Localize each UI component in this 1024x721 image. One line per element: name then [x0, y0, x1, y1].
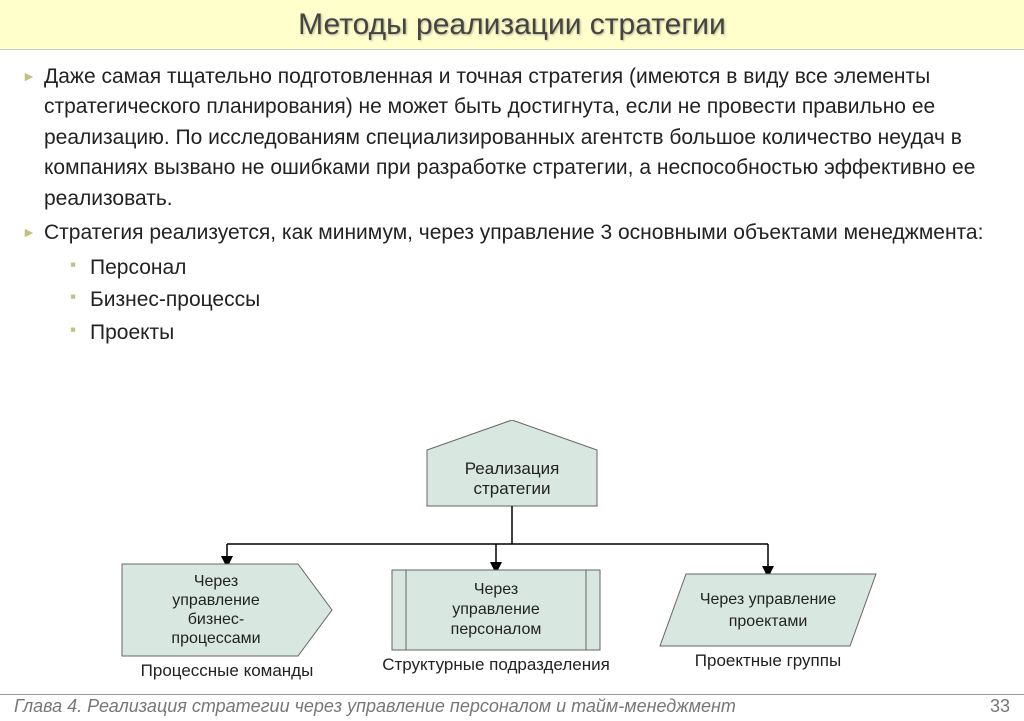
bullet-item: Стратегия реализуется, как минимум, чере… — [22, 218, 1002, 348]
svg-text:процессами: процессами — [171, 630, 260, 647]
svg-text:Реализация: Реализация — [465, 459, 560, 478]
sub-bullet-item: Персонал — [44, 253, 1002, 283]
svg-text:Через: Через — [474, 581, 518, 598]
title-bar: Методы реализации стратегии — [0, 0, 1024, 50]
strategy-diagram: Реализациястратегии Через управление бизнес… — [0, 420, 1024, 680]
main-bullet-list: Даже самая тщательно подготовленная и то… — [22, 62, 1002, 348]
svg-text:стратегии: стратегии — [473, 479, 550, 498]
svg-text:Структурные подразделения: Структурные подразделения — [382, 655, 610, 674]
sub-bullet-item: Проекты — [44, 318, 1002, 348]
svg-text:Через: Через — [194, 573, 238, 590]
svg-text:Процессные команды: Процессные команды — [141, 661, 314, 680]
content-area: Даже самая тщательно подготовленная и то… — [0, 50, 1024, 348]
svg-text:управление: управление — [172, 592, 260, 609]
bullet-text: Стратегия реализуется, как минимум, чере… — [44, 221, 983, 244]
svg-text:проектами: проектами — [729, 613, 808, 630]
bullet-text: Даже самая тщательно подготовленная и то… — [44, 65, 975, 210]
footer: Глава 4. Реализация стратегии через упра… — [0, 694, 1024, 721]
svg-text:персоналом: персоналом — [451, 621, 542, 638]
svg-text:бизнес-: бизнес- — [188, 611, 245, 628]
svg-text:Проектные группы: Проектные группы — [695, 651, 841, 670]
footer-page: 33 — [990, 696, 1010, 717]
page-title: Методы реализации стратегии — [298, 8, 726, 42]
svg-text:Через управление: Через управление — [700, 591, 836, 608]
svg-text:управление: управление — [452, 601, 540, 618]
sub-bullet-item: Бизнес-процессы — [44, 285, 1002, 315]
sub-bullet-list: Персонал Бизнес-процессы Проекты — [44, 253, 1002, 348]
bullet-item: Даже самая тщательно подготовленная и то… — [22, 62, 1002, 214]
footer-chapter: Глава 4. Реализация стратегии через упра… — [14, 696, 736, 717]
